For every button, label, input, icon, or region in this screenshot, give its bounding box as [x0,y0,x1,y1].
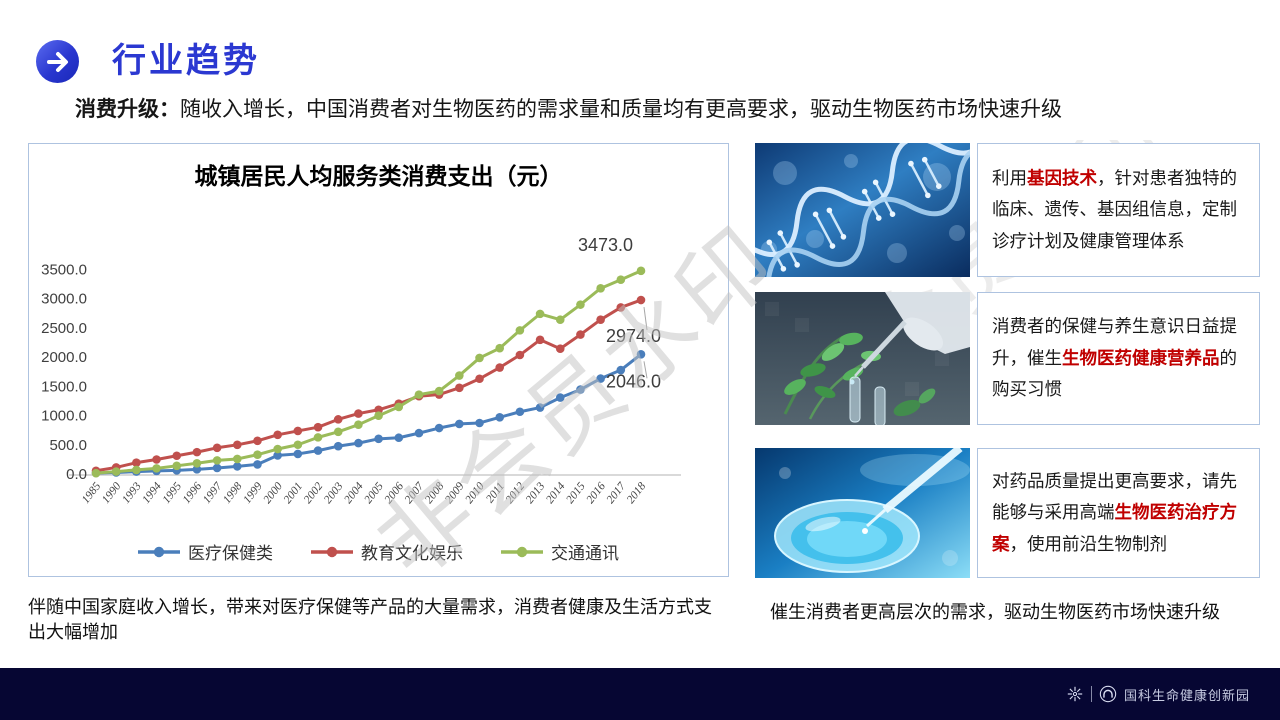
legend-marker [138,546,180,557]
right-caption: 催生消费者更高层次的需求，驱动生物医药市场快速升级 [770,602,1220,622]
subtitle: 消费升级：随收入增长，中国消费者对生物医药的需求量和质量均有更高要求，驱动生物医… [75,98,1062,121]
info-text: 对药品质量提出更高要求，请先能够与采用高端生物医药治疗方案，使用前沿生物制剂 [992,470,1237,554]
arrow-right-glyph [46,51,68,72]
svg-text:2017: 2017 [605,479,629,505]
svg-text:2004: 2004 [342,480,366,506]
svg-text:1998: 1998 [221,480,245,506]
svg-text:2009: 2009 [443,480,467,506]
svg-text:2000: 2000 [261,480,285,506]
info-text: 利用基因技术，针对患者独特的临床、遗传、基因组信息，定制诊疗计划及健康管理体系 [992,167,1237,251]
legend-item: 交通通讯 [501,539,619,564]
legend-marker [501,546,543,557]
legend-item: 医疗保健类 [138,539,273,564]
left-caption: 伴随中国家庭收入增长，带来对医疗保健等产品的大量需求，消费者健康及生活方式支出大… [28,597,712,643]
footer-bar: 国科生命健康创新园 [0,668,1280,720]
line-chart: 3500.0 3000.0 2500.0 2000.0 1500.0 1000.0 500.… [41,235,681,506]
svg-text:2016: 2016 [584,480,608,506]
svg-text:2014: 2014 [544,480,568,506]
svg-text:2001: 2001 [282,480,306,506]
info-text-box: 利用基因技术，针对患者独特的临床、遗传、基因组信息，定制诊疗计划及健康管理体系 [977,143,1260,277]
legend-label: 医疗保健类 [188,544,273,563]
svg-text:2005: 2005 [362,480,386,506]
svg-text:2018: 2018 [625,480,649,506]
svg-text:2013: 2013 [524,480,548,506]
svg-text:1997: 1997 [201,479,225,505]
info-block-drug-quality: 对药品质量提出更高要求，请先能够与采用高端生物医药治疗方案，使用前沿生物制剂 [755,448,1260,578]
info-text-box: 对药品质量提出更高要求，请先能够与采用高端生物医药治疗方案，使用前沿生物制剂 [977,448,1260,578]
info-block-gene-tech: 利用基因技术，针对患者独特的临床、遗传、基因组信息，定制诊疗计划及健康管理体系 [755,143,1260,277]
svg-text:2006: 2006 [383,480,407,506]
dna-helix-photo [755,143,970,277]
info-block-health-products: 消费者的保健与养生意识日益提升，催生生物医药健康营养品的购买习惯 [755,292,1260,425]
svg-text:2010: 2010 [463,480,487,506]
herbal-biotech-photo [755,292,970,425]
svg-text:2012: 2012 [504,480,528,506]
legend-label: 交通通讯 [551,544,619,563]
svg-text:2008: 2008 [423,480,447,506]
petri-dish-photo [755,448,970,578]
svg-text:2003: 2003 [322,480,346,506]
svg-text:1990: 1990 [100,480,124,506]
svg-text:1000.0: 1000.0 [41,408,87,425]
svg-text:1985: 1985 [80,480,104,506]
logo-divider [1090,686,1092,702]
svg-text:3500.0: 3500.0 [41,261,87,278]
legend-marker [311,546,353,557]
svg-text:3473.0: 3473.0 [578,235,633,255]
svg-text:1995: 1995 [160,480,184,506]
svg-text:2000.0: 2000.0 [41,349,87,366]
svg-text:3000.0: 3000.0 [41,291,87,308]
svg-text:1996: 1996 [181,480,205,506]
arch-logo-icon [1099,685,1117,703]
legend-item: 教育文化娱乐 [311,539,463,564]
info-text: 消费者的保健与养生意识日益提升，催生生物医药健康营养品的购买习惯 [992,316,1237,400]
svg-text:1999: 1999 [241,480,265,506]
svg-text:2974.0: 2974.0 [606,326,661,346]
svg-text:1993: 1993 [120,480,144,506]
arrow-right-icon [36,40,79,83]
svg-text:2011: 2011 [484,480,507,505]
footer-logo-text: 国科生命健康创新园 [1123,687,1250,703]
chart-legend: 医疗保健类 教育文化娱乐 交通通讯 [29,539,728,564]
svg-text:0.0: 0.0 [66,466,87,483]
footer-logo: 国科生命健康创新园 [1066,685,1250,704]
svg-text:1500.0: 1500.0 [41,378,87,395]
legend-label: 教育文化娱乐 [361,544,463,563]
svg-text:2002: 2002 [302,480,326,506]
starburst-icon [1067,686,1083,702]
svg-text:2046.0: 2046.0 [606,371,661,391]
chart-panel: 城镇居民人均服务类消费支出（元） 3500.0 3000.0 2500.0 2000.… [28,143,729,577]
page-title: 行业趋势 [112,42,260,80]
svg-text:2015: 2015 [564,480,588,506]
svg-text:2007: 2007 [403,479,427,505]
svg-text:2500.0: 2500.0 [41,320,87,337]
svg-text:500.0: 500.0 [49,437,87,454]
chart-title: 城镇居民人均服务类消费支出（元） [194,163,563,189]
info-text-box: 消费者的保健与养生意识日益提升，催生生物医药健康营养品的购买习惯 [977,292,1260,425]
svg-text:1994: 1994 [140,480,164,506]
